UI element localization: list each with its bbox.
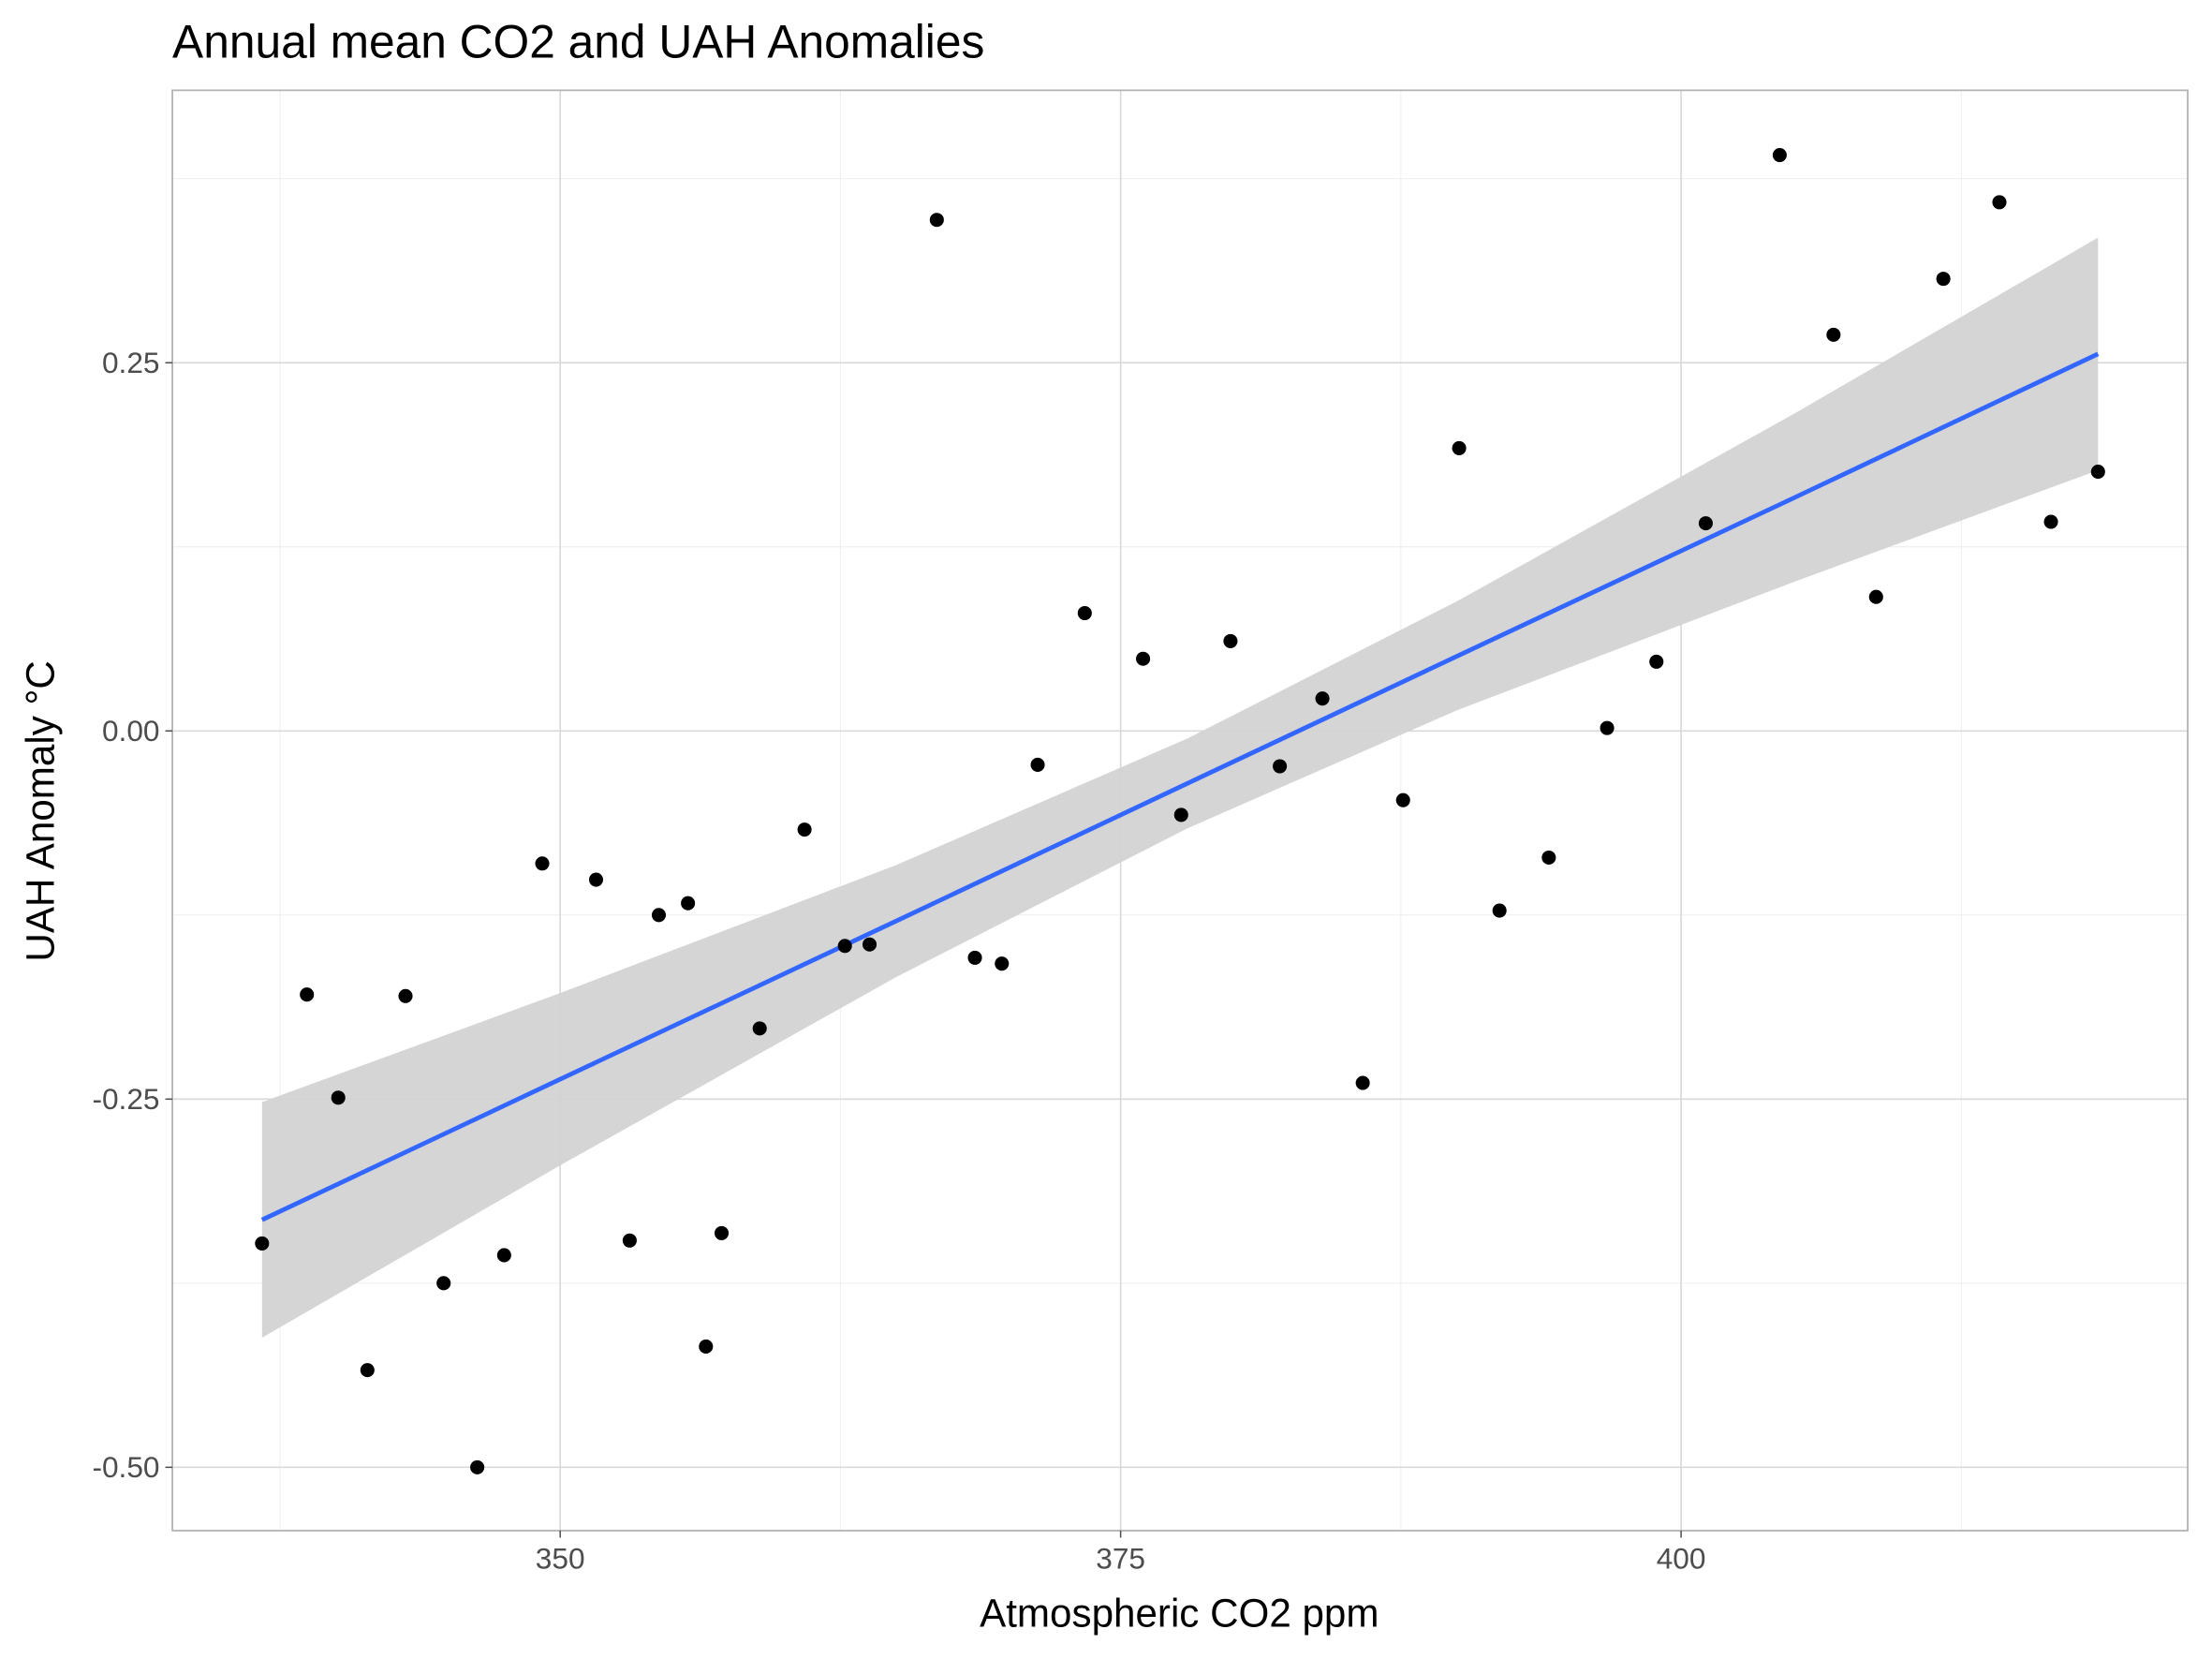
y-axis-ticks: -0.50 -0.25 0.00 0.25 — [92, 346, 173, 1484]
data-point — [496, 1248, 511, 1263]
data-point — [752, 1021, 767, 1036]
data-point — [1992, 195, 2007, 210]
y-tick-label: 0.25 — [102, 346, 160, 379]
data-point — [535, 856, 550, 871]
data-point — [651, 908, 667, 923]
data-point — [1173, 807, 1188, 822]
data-point — [622, 1233, 637, 1248]
data-point — [1355, 1075, 1370, 1090]
data-point — [470, 1459, 485, 1474]
grid — [172, 90, 2189, 1531]
data-point — [837, 939, 852, 954]
data-point — [300, 987, 315, 1002]
data-point — [681, 896, 696, 911]
data-point — [2090, 465, 2105, 480]
data-point — [1600, 720, 1615, 735]
y-tick-label: -0.25 — [92, 1082, 159, 1116]
y-tick-label: -0.50 — [92, 1450, 159, 1484]
data-point — [1223, 633, 1238, 648]
x-tick-label: 400 — [1657, 1542, 1706, 1576]
data-point — [1772, 148, 1787, 163]
data-point — [1315, 691, 1330, 706]
data-point — [588, 872, 604, 887]
data-point — [1868, 589, 1883, 604]
data-point — [436, 1276, 451, 1291]
data-point — [1541, 850, 1556, 866]
data-point — [967, 950, 982, 965]
data-point — [398, 988, 413, 1003]
data-point — [1030, 757, 1045, 772]
data-point — [995, 956, 1010, 971]
data-point — [331, 1090, 346, 1105]
data-point — [1649, 654, 1664, 669]
data-point — [715, 1225, 730, 1240]
data-point — [1492, 903, 1507, 918]
data-point — [1826, 327, 1841, 342]
data-point — [360, 1363, 375, 1378]
data-point — [255, 1236, 270, 1251]
data-point — [797, 822, 812, 837]
data-point — [1077, 605, 1092, 621]
data-point — [862, 937, 877, 952]
y-tick-label: 0.00 — [102, 714, 160, 748]
data-point — [2043, 514, 2058, 529]
y-axis-title: UAH Anomaly °C — [19, 660, 63, 961]
panel-border — [171, 89, 2189, 1532]
x-tick-label: 350 — [536, 1542, 585, 1576]
data-point — [1395, 792, 1410, 807]
data-point — [1452, 440, 1467, 455]
data-point — [1936, 272, 1951, 287]
x-axis-title: Atmospheric CO2 ppm — [980, 1591, 1379, 1635]
data-point — [1136, 651, 1151, 666]
chart-title: Annual mean CO2 and UAH Anomalies — [172, 16, 984, 68]
data-point — [1698, 516, 1713, 531]
fit-line-group — [260, 351, 2100, 1222]
x-axis-ticks: 350 375 400 — [536, 1530, 1706, 1576]
data-point — [1273, 759, 1288, 774]
regression-line — [260, 351, 2100, 1222]
data-point — [929, 213, 944, 228]
x-tick-label: 375 — [1096, 1542, 1145, 1576]
points-group — [255, 148, 2105, 1474]
data-point — [699, 1339, 714, 1354]
